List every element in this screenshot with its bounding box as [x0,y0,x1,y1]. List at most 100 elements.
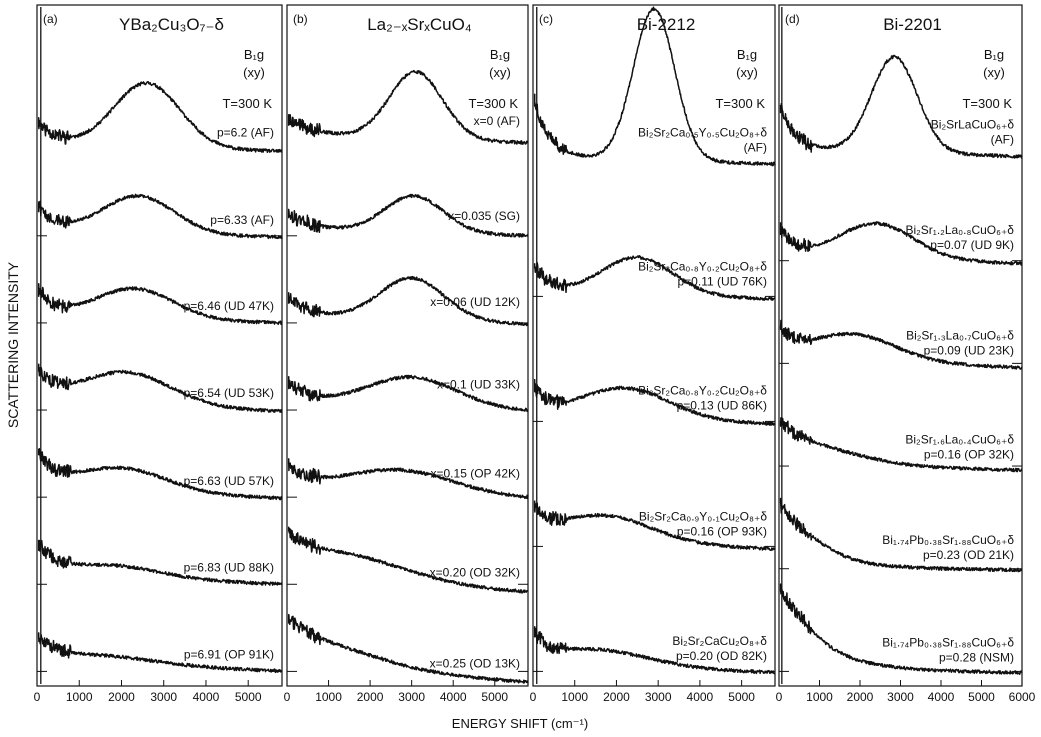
series-label: p=0.28 (NSM) [939,650,1014,664]
x-tick-label: 5000 [968,690,995,704]
series-line [287,69,529,145]
panel-frame [286,4,529,687]
x-tick-label: 3000 [887,690,914,704]
series-label: p=6.63 (UD 57K) [184,474,274,488]
series-label: x=0.15 (OP 42K) [431,467,521,481]
series-line [779,221,1023,266]
series-line [37,81,283,154]
series-label: p=0.09 (UD 23K) [924,343,1014,357]
x-tick-label: 1000 [806,690,833,704]
series-label: x=0.20 (OD 32K) [430,565,520,579]
series-label: x=0.06 (UD 12K) [430,295,520,309]
series-label: p=6.83 (UD 88K) [184,561,274,575]
series-label: p=0.11 (UD 76K) [678,274,768,288]
series-label: Bi₁.₇₄Pb₀.₃₈Sr₁.₈₈CuO₆₊δ [882,635,1014,649]
symmetry-label: B₁g [490,47,510,62]
panel-title: Bi-2212 [637,15,696,34]
series-label: p=0.16 (OP 32K) [924,447,1014,461]
series-label: Bi₁.₇₄Pb₀.₃₈Sr₁.₈₈CuO₆₊δ [882,533,1014,547]
series-line [287,458,529,500]
series-label: Bi₂Sr₂Ca₀.₅Y₀.₅Cu₂O₈₊δ [638,126,767,140]
series-label: p=0.20 (OD 82K) [676,649,767,663]
x-tick-label: 1000 [66,690,93,704]
panel-4: (d) Bi-2201 B₁g (xy) T=300 K 0 1000 2000 3000 400… [776,4,1036,704]
series-line [37,632,283,674]
series-label: x=0.1 (UD 33K) [437,377,520,391]
panel-title: Bi-2201 [883,15,942,34]
y-axis-label: SCATTERING INTENSITY [5,261,21,428]
series-label: p=0.23 (OD 21K) [923,548,1014,562]
series-line [779,54,1023,159]
symmetry-label: B₁g [737,47,757,62]
series-line [287,526,529,594]
polarization-label: (xy) [736,65,758,80]
x-tick-label: 0 [530,690,537,704]
x-tick-label: 4000 [928,690,955,704]
series-line [779,583,1023,675]
series-line [533,500,776,552]
x-tick-label: 5000 [728,690,755,704]
series-label: Bi₂Sr₁.₆La₀.₄CuO₆₊δ [905,432,1014,446]
series-line [287,193,529,238]
series-label: p=6.91 (OP 91K) [184,648,274,662]
series-line [37,448,283,501]
x-tick-label: 4000 [193,690,220,704]
panel-title: La₂₋ₓSrₓCuO₄ [367,15,472,34]
x-tick-label: 5000 [235,690,262,704]
series-line [287,374,529,413]
x-tick-label: 4000 [440,690,467,704]
panels-group: (a) YBa₂Cu₃O₇₋δ B₁g (xy) T=300 K 0 1000 2000 300… [34,4,1036,704]
x-tick-label: 1000 [315,690,342,704]
x-tick-label: 2000 [357,690,384,704]
series-line [37,363,283,414]
x-tick-label: 2000 [108,690,135,704]
series-line [37,193,283,240]
panel-frame [36,4,283,687]
panel-1: (a) YBa₂Cu₃O₇₋δ B₁g (xy) T=300 K 0 1000 2000 300… [34,4,283,704]
temperature-label: T=300 K [962,96,1012,111]
series-label: x=0 (AF) [474,114,520,128]
series-label: (AF) [744,141,767,155]
x-axis-label: ENERGY SHIFT (cm⁻¹) [452,716,588,731]
temperature-label: T=300 K [222,96,272,111]
series-line [37,539,283,586]
x-tick-label: 2000 [847,690,874,704]
series-label: p=0.16 (OP 93K) [677,525,767,539]
panel-letter: (d) [785,12,800,26]
panel-letter: (b) [293,12,308,26]
polarization-label: (xy) [983,65,1005,80]
series-label: Bi₂Sr₂Ca₀.₈Y₀.₂Cu₂O₈₊δ [638,383,767,397]
x-tick-label: 4000 [687,690,714,704]
series-line [533,626,776,675]
series-line [533,6,776,167]
symmetry-label: B₁g [244,47,264,62]
series-line [779,497,1023,573]
x-tick-label: 2000 [603,690,630,704]
series-line [779,319,1023,370]
temperature-label: T=300 K [468,96,518,111]
symmetry-label: B₁g [984,47,1004,62]
series-label: Bi₂SrLaCuO₆₊δ [931,117,1015,131]
x-tick-label: 3000 [645,690,672,704]
panel-frame [532,4,776,687]
series-label: p=6.33 (AF) [210,213,274,227]
series-label: p=6.54 (UD 53K) [184,386,274,400]
series-line [287,275,529,327]
panel-2: (b) La₂₋ₓSrₓCuO₄ B₁g (xy) T=300 K 0 1000 2000 30… [284,4,529,704]
series-label: p=6.46 (UD 47K) [184,299,274,313]
series-line [779,417,1023,473]
x-tick-label: 6000 [1009,690,1036,704]
series-label: p=0.07 (UD 9K) [930,238,1014,252]
temperature-label: T=300 K [715,96,765,111]
series-label: Bi₂Sr₁.₂La₀.₈CuO₆₊δ [905,223,1014,237]
series-label: p=6.2 (AF) [217,126,274,140]
series-line [287,613,529,684]
panel-title: YBa₂Cu₃O₇₋δ [119,15,224,34]
panel-letter: (c) [539,12,553,26]
panel-letter: (a) [43,12,58,26]
x-tick-label: 0 [34,690,41,704]
series-label: x=0.035 (SG) [448,209,520,223]
series-line [37,283,283,326]
polarization-label: (xy) [243,65,265,80]
